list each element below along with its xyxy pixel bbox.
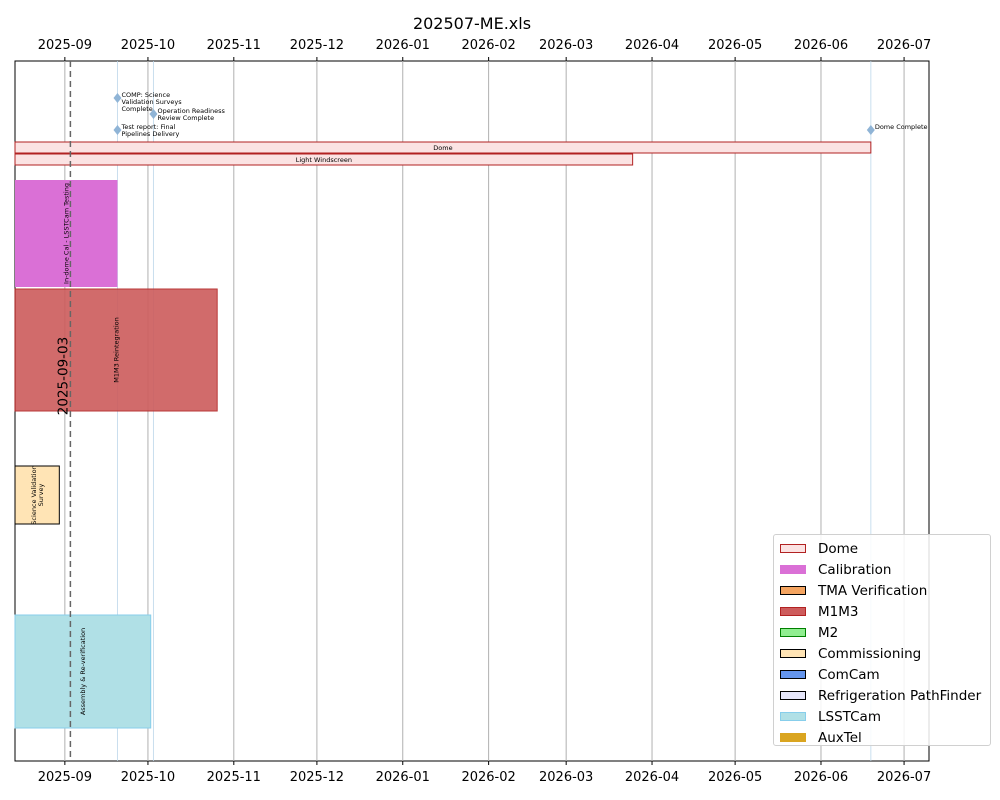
- x-tick-label-bottom: 2025-11: [207, 770, 261, 785]
- milestone-label: Dome Complete: [875, 123, 928, 131]
- legend-item: M2: [780, 622, 990, 643]
- milestone-marker: [149, 109, 158, 119]
- legend-label: Refrigeration PathFinder: [818, 687, 982, 704]
- legend-item: Refrigeration PathFinder: [780, 685, 990, 706]
- x-tick-label-bottom: 2026-01: [376, 770, 430, 785]
- task-bar: [14, 153, 634, 166]
- legend-item: AuxTel: [780, 727, 990, 748]
- task-label: M1M3 Reintegration: [112, 317, 120, 382]
- today-label: 2025-09-03: [55, 337, 71, 415]
- x-tick-label-top: 2026-07: [877, 38, 931, 53]
- task-label: Assembly & Re-verification: [79, 628, 87, 715]
- legend-label: AuxTel: [818, 729, 862, 746]
- x-tick-label-top: 2025-12: [290, 38, 344, 53]
- legend-swatch: [780, 607, 806, 616]
- x-tick-label-bottom: 2025-10: [121, 770, 175, 785]
- legend-swatch: [780, 649, 806, 658]
- x-tick-label-bottom: 2025-12: [290, 770, 344, 785]
- x-tick-label-bottom: 2026-06: [794, 770, 848, 785]
- milestone-marker: [866, 125, 875, 135]
- task-bar: [14, 465, 60, 525]
- legend-item: Calibration: [780, 559, 990, 580]
- legend-item: Dome: [780, 538, 990, 559]
- legend-item: M1M3: [780, 601, 990, 622]
- legend-swatch: [780, 544, 806, 553]
- legend-item: TMA Verification: [780, 580, 990, 601]
- x-tick-label-top: 2026-03: [539, 38, 593, 53]
- task-label: In-dome Cal - LSSTCam Testing: [63, 183, 71, 284]
- milestone-marker: [113, 93, 122, 103]
- legend-item: Commissioning: [780, 643, 990, 664]
- legend-label: Calibration: [818, 561, 892, 578]
- legend-swatch: [780, 691, 806, 700]
- legend-label: ComCam: [818, 666, 880, 683]
- chart-legend: Dome Calibration TMA Verification M1M3 M2 Com…: [773, 534, 991, 746]
- x-tick-label-bottom: 2026-07: [877, 770, 931, 785]
- task-bar: [14, 141, 872, 154]
- task-bar: [14, 288, 218, 412]
- milestone-label: Test report: Final Pipelines Delivery: [120, 123, 179, 138]
- legend-swatch: [780, 712, 806, 721]
- x-tick-label-top: 2026-02: [461, 38, 515, 53]
- legend-label: M2: [818, 624, 839, 641]
- legend-item: ComCam: [780, 664, 990, 685]
- milestone-marker: [113, 125, 122, 135]
- legend-label: Commissioning: [818, 645, 922, 662]
- x-tick-label-bottom: 2026-05: [708, 770, 762, 785]
- x-tick-label-top: 2025-11: [207, 38, 261, 53]
- task-label: Light Windscreen: [296, 156, 352, 164]
- x-tick-label-top: 2026-05: [708, 38, 762, 53]
- task-bar: [14, 614, 152, 729]
- x-tick-label-top: 2026-06: [794, 38, 848, 53]
- x-tick-label-bottom: 2026-03: [539, 770, 593, 785]
- x-tick-label-top: 2026-01: [376, 38, 430, 53]
- legend-label: M1M3: [818, 603, 859, 620]
- x-tick-label-bottom: 2026-04: [625, 770, 679, 785]
- chart-title: 202507-ME.xls: [413, 14, 531, 33]
- task-label: Dome: [433, 144, 452, 152]
- milestone-label: COMP: Science Validation Surveys Complete: [121, 91, 182, 113]
- legend-label: LSSTCam: [818, 708, 881, 725]
- x-tick-label-bottom: 2026-02: [461, 770, 515, 785]
- legend-swatch: [780, 586, 806, 595]
- legend-label: Dome: [818, 540, 859, 557]
- task-label: Science ValidationSurvey: [30, 465, 45, 524]
- legend-swatch: [780, 670, 806, 679]
- milestone-label: Operation Readiness Review Complete: [157, 107, 225, 122]
- legend-swatch: [780, 628, 806, 637]
- x-tick-label-top: 2025-10: [121, 38, 175, 53]
- x-tick-label-top: 2026-04: [625, 38, 679, 53]
- legend-label: TMA Verification: [818, 582, 928, 599]
- x-tick-label-top: 2025-09: [38, 38, 92, 53]
- legend-swatch: [780, 733, 806, 742]
- x-tick-label-bottom: 2025-09: [38, 770, 92, 785]
- legend-item: LSSTCam: [780, 706, 990, 727]
- legend-swatch: [780, 565, 806, 574]
- task-bar: [15, 180, 118, 287]
